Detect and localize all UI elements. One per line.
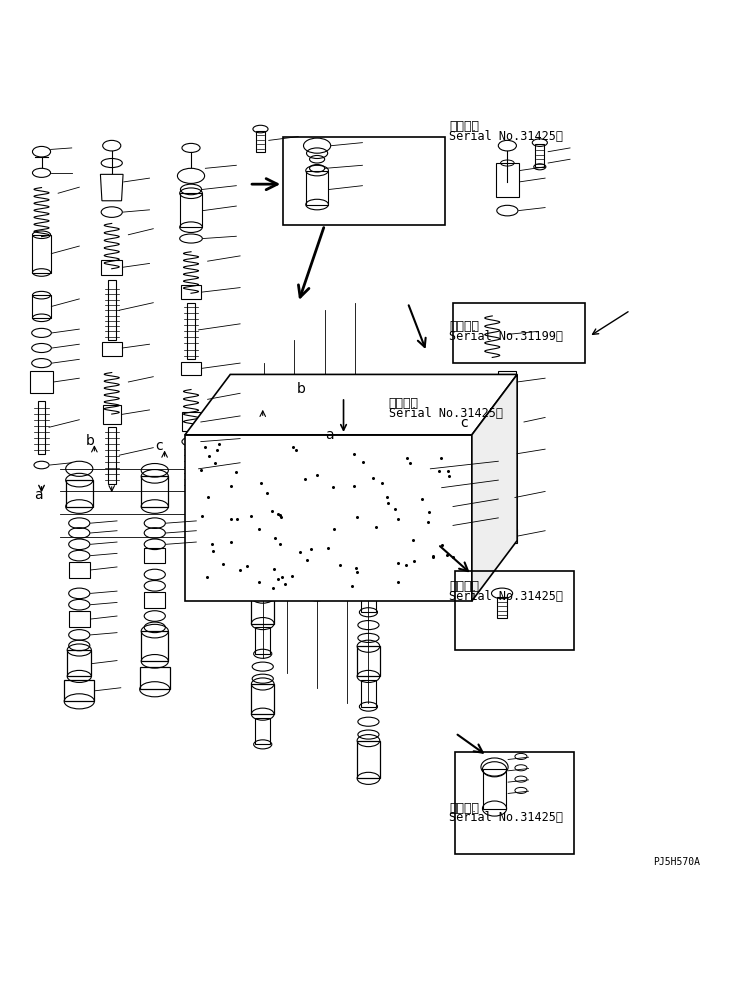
Bar [181, 285, 201, 299]
Bar [69, 611, 90, 628]
Bar [102, 342, 122, 355]
Text: a: a [325, 427, 333, 441]
Bar [357, 741, 380, 778]
Text: b: b [85, 434, 94, 448]
Text: a: a [34, 488, 42, 502]
Bar [251, 597, 274, 624]
Polygon shape [185, 374, 517, 435]
Bar [187, 302, 195, 359]
Bar [255, 484, 270, 529]
Bar [357, 556, 380, 582]
Bar [497, 597, 507, 619]
Bar [255, 567, 270, 590]
Bar [144, 592, 165, 609]
Bar [38, 401, 45, 454]
Bar [108, 427, 116, 484]
Bar [255, 718, 270, 745]
Bar [103, 404, 121, 423]
Bar [359, 446, 378, 469]
Bar [187, 446, 195, 495]
Text: 適用号機: 適用号機 [449, 320, 479, 333]
Text: PJ5H570A: PJ5H570A [653, 856, 700, 866]
Bar [251, 541, 274, 563]
Bar [30, 370, 53, 393]
Text: Serial No.31425～: Serial No.31425～ [449, 811, 563, 824]
Bar [67, 650, 91, 677]
Bar [101, 259, 122, 274]
Bar [144, 548, 165, 563]
Bar [283, 137, 445, 225]
Text: Serial No.31425～: Serial No.31425～ [449, 590, 563, 603]
Bar [141, 476, 168, 507]
Bar [185, 435, 472, 601]
Text: Serial No.31425～: Serial No.31425～ [389, 407, 503, 420]
Bar [69, 562, 90, 578]
Bar [255, 628, 270, 654]
Text: Serial No.31425～: Serial No.31425～ [449, 130, 563, 143]
Text: c: c [155, 439, 162, 453]
Bar [453, 302, 585, 363]
Bar [357, 647, 380, 677]
Polygon shape [472, 374, 517, 601]
Bar [64, 681, 94, 702]
Text: Serial No.31199～: Serial No.31199～ [449, 329, 563, 342]
Bar [361, 499, 376, 533]
Bar [455, 751, 574, 854]
Bar [496, 163, 519, 197]
Bar [66, 480, 93, 507]
Bar [251, 684, 274, 715]
Bar [108, 280, 116, 340]
Bar [181, 361, 201, 375]
Bar [32, 295, 51, 317]
Bar [141, 631, 168, 662]
Bar [455, 571, 574, 650]
Bar [483, 769, 506, 808]
Bar [498, 529, 517, 543]
Bar [306, 171, 328, 205]
Text: c: c [461, 416, 468, 430]
Bar [361, 681, 376, 707]
Polygon shape [100, 175, 123, 201]
Text: 適用号機: 適用号機 [449, 581, 479, 594]
Bar [254, 457, 272, 480]
Bar [361, 586, 376, 612]
Text: 適用号機: 適用号機 [449, 801, 479, 814]
Bar [498, 444, 516, 463]
Bar [535, 144, 544, 167]
Bar [140, 667, 170, 690]
Bar [498, 370, 516, 393]
Text: 適用号機: 適用号機 [389, 397, 419, 410]
Bar [504, 469, 511, 525]
Bar [256, 131, 265, 152]
Text: 適用号機: 適用号機 [449, 120, 479, 133]
Bar [32, 235, 51, 272]
Bar [180, 194, 202, 228]
Text: b: b [297, 382, 306, 396]
Bar [182, 412, 200, 431]
